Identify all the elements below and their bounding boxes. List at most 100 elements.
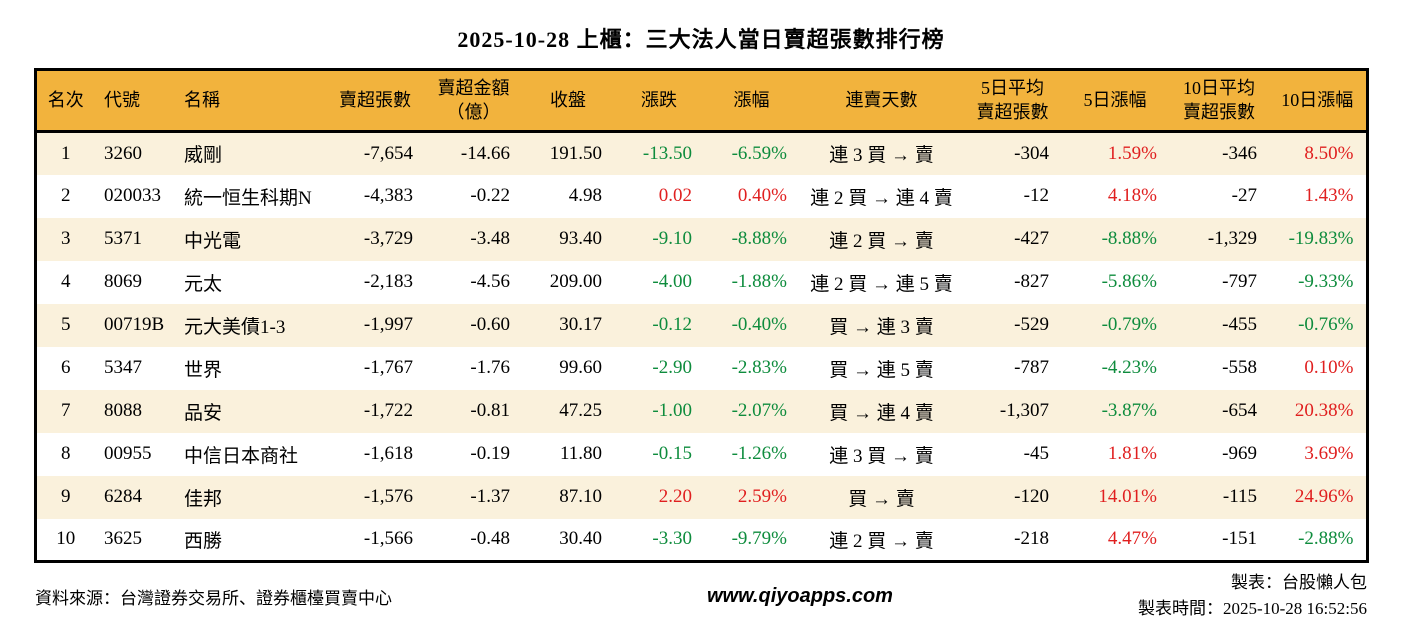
cell-pct10: 0.10% — [1304, 357, 1354, 378]
header-sell_volume: 賣超張數 — [339, 89, 411, 110]
cell-pct5: -3.87% — [1101, 400, 1157, 421]
cell-change_pct: 0.40% — [737, 185, 787, 206]
header-change: 漲跌 — [641, 89, 677, 110]
table-body: 1 3260 威剛 -7,654 -14.66 191.50 -13.50 -6.59% 連 3… — [35, 131, 1367, 562]
cell-avg5: -1,307 — [999, 400, 1049, 421]
cell-change: -3.30 — [652, 528, 692, 550]
cell-pct10: -9.33% — [1298, 271, 1354, 292]
cell-sell_amount: -1.76 — [470, 357, 510, 378]
credits: 製表：台股懶人包 製表時間：2025-10-28 16:52:56 — [1138, 570, 1367, 623]
cell-sell_volume: -1,618 — [363, 443, 413, 464]
cell-sell_amount: -0.81 — [470, 400, 510, 421]
cell-streak: 買 → 連 4 賣 — [829, 402, 934, 424]
cell-change: -2.90 — [652, 357, 692, 378]
maker-text: 製表：台股懶人包 — [1231, 573, 1367, 592]
cell-avg10: -115 — [1222, 486, 1257, 507]
cell-avg10: -558 — [1222, 357, 1257, 378]
cell-code: 00719B — [104, 314, 165, 335]
header-close: 收盤 — [550, 89, 586, 110]
table-row: 1 3260 威剛 -7,654 -14.66 191.50 -13.50 -6.59% 連 3… — [35, 131, 1367, 175]
header-avg5: 5日平均 賣超張數 — [976, 78, 1049, 122]
cell-pct5: -0.79% — [1101, 314, 1157, 335]
cell-rank: 10 — [56, 528, 76, 550]
cell-pct5: 4.47% — [1107, 528, 1157, 550]
cell-avg10: -455 — [1222, 314, 1257, 335]
table-row: 5 00719B 元大美債1-3 -1,997 -0.60 30.17 -0.12 -0.40… — [35, 303, 1367, 347]
cell-change_pct: -6.59% — [731, 142, 787, 164]
cell-change_pct: 2.59% — [737, 486, 787, 507]
ranking-table: 名次 代號 名稱 賣超張數 賣超金額 （億） 收盤 漲跌 漲幅 連賣天數 5日平均 賣超張數 5日漲幅 1… — [33, 68, 1369, 563]
cell-sell_amount: -0.22 — [470, 185, 510, 206]
cell-sell_volume: -1,576 — [363, 486, 413, 507]
cell-code: 020033 — [104, 185, 161, 206]
cell-change: -0.15 — [652, 443, 692, 464]
cell-sell_amount: -14.66 — [460, 142, 510, 164]
cell-pct10: -19.83% — [1288, 228, 1354, 249]
cell-code: 8088 — [104, 400, 142, 421]
cell-avg10: -797 — [1222, 271, 1257, 292]
cell-avg5: -827 — [1014, 271, 1049, 292]
made-at-text: 製表時間：2025-10-28 16:52:56 — [1137, 599, 1367, 619]
cell-code: 3625 — [104, 528, 142, 550]
cell-name: 統一恒生科期N — [184, 187, 312, 209]
cell-pct10: 1.43% — [1304, 185, 1354, 206]
cell-rank: 8 — [61, 443, 71, 464]
cell-rank: 3 — [61, 228, 71, 249]
cell-code: 6284 — [104, 486, 142, 507]
cell-code: 5347 — [104, 357, 142, 378]
cell-streak: 連 3 買 → 賣 — [829, 145, 934, 167]
table-row: 7 8088 品安 -1,722 -0.81 47.25 -1.00 -2.07% 買 → 連 … — [35, 389, 1367, 433]
cell-change: -13.50 — [642, 142, 692, 164]
cell-streak: 連 2 買 → 賣 — [829, 530, 934, 552]
cell-sell_amount: -0.19 — [470, 443, 510, 464]
table-header: 名次 代號 名稱 賣超張數 賣超金額 （億） 收盤 漲跌 漲幅 連賣天數 5日平均 賣超張數 5日漲幅 1… — [35, 69, 1367, 132]
data-source: 資料來源：台灣證券交易所、證券櫃檯買賣中心 — [35, 588, 392, 608]
header-row: 名次 代號 名稱 賣超張數 賣超金額 （億） 收盤 漲跌 漲幅 連賣天數 5日平均 賣超張數 5日漲幅 1… — [35, 69, 1367, 132]
cell-name: 中光電 — [184, 230, 242, 252]
footer: 資料來源：台灣證券交易所、證券櫃檯買賣中心 www.qiyoapps.com 製… — [35, 570, 1367, 623]
cell-code: 3260 — [104, 142, 142, 164]
cell-pct5: 1.59% — [1107, 142, 1157, 164]
header-code: 代號 — [104, 89, 140, 110]
cell-change_pct: -1.88% — [731, 271, 787, 292]
cell-avg5: -787 — [1014, 357, 1049, 378]
cell-rank: 1 — [61, 142, 71, 164]
cell-change: -1.00 — [652, 400, 692, 421]
cell-sell_volume: -4,383 — [363, 185, 413, 206]
cell-close: 30.17 — [559, 314, 602, 335]
cell-avg5: -12 — [1023, 185, 1049, 206]
cell-sell_amount: -1.37 — [470, 486, 510, 507]
cell-close: 87.10 — [559, 486, 602, 507]
cell-avg5: -304 — [1014, 142, 1049, 164]
cell-streak: 連 2 買 → 連 5 賣 — [810, 273, 953, 295]
cell-close: 30.40 — [559, 528, 602, 550]
header-avg10: 10日平均 賣超張數 — [1183, 78, 1255, 122]
cell-sell_volume: -7,654 — [363, 142, 413, 164]
header-change_pct: 漲幅 — [733, 89, 770, 110]
header-sell_amount: 賣超金額 （億） — [437, 78, 510, 122]
cell-streak: 連 2 買 → 賣 — [829, 230, 934, 252]
cell-name: 世界 — [184, 359, 223, 381]
table-row: 3 5371 中光電 -3,729 -3.48 93.40 -9.10 -8.88% 連 2 買… — [35, 217, 1367, 261]
cell-pct5: 1.81% — [1107, 443, 1157, 464]
header-pct10: 10日漲幅 — [1281, 89, 1354, 110]
website-text: www.qiyoapps.com — [707, 584, 893, 607]
cell-name: 中信日本商社 — [184, 445, 299, 467]
cell-sell_volume: -3,729 — [363, 228, 413, 249]
table-row: 2 020033 統一恒生科期N -4,383 -0.22 4.98 0.02 0.40% 連 … — [35, 174, 1367, 218]
cell-sell_volume: -2,183 — [363, 271, 413, 292]
cell-sell_amount: -4.56 — [470, 271, 510, 292]
cell-pct5: -4.23% — [1101, 357, 1157, 378]
table-row: 4 8069 元太 -2,183 -4.56 209.00 -4.00 -1.88% 連 2 買… — [35, 260, 1367, 304]
header-name: 名稱 — [184, 89, 220, 110]
cell-sell_amount: -0.60 — [470, 314, 510, 335]
cell-pct10: -2.88% — [1298, 528, 1354, 550]
cell-avg10: -346 — [1222, 142, 1257, 164]
page-title: 2025-10-28 上櫃：三大法人當日賣超張數排行榜 — [457, 27, 945, 52]
cell-avg10: -27 — [1231, 185, 1257, 206]
cell-avg5: -45 — [1023, 443, 1049, 464]
header-pct5: 5日漲幅 — [1083, 89, 1147, 110]
cell-pct5: -5.86% — [1101, 271, 1157, 292]
cell-pct5: 14.01% — [1098, 486, 1157, 507]
